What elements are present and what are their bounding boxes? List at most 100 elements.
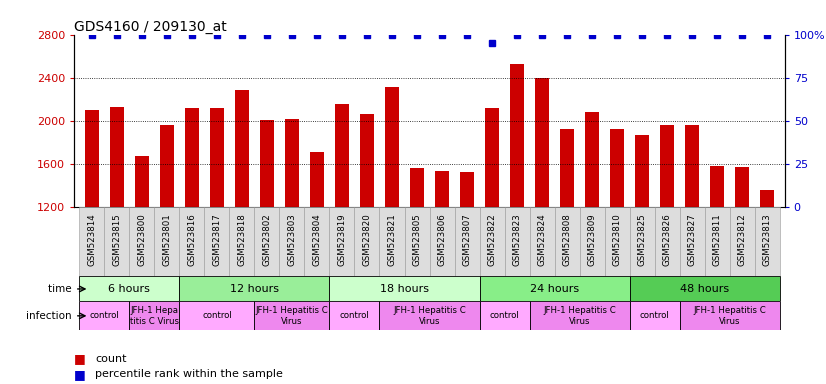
Bar	[510, 64, 524, 207]
Text: ■: ■	[74, 368, 86, 381]
Text: JFH-1 Hepa
titis C Virus: JFH-1 Hepa titis C Virus	[130, 306, 179, 326]
Bar	[254, 301, 330, 330]
Bar	[405, 207, 430, 276]
Text: GSM523805: GSM523805	[412, 213, 421, 266]
Bar	[185, 108, 199, 207]
Bar	[560, 129, 574, 207]
Bar	[686, 125, 699, 207]
Text: GSM523806: GSM523806	[438, 213, 447, 266]
Bar	[480, 301, 529, 330]
Text: JFH-1 Hepatitis C
Virus: JFH-1 Hepatitis C Virus	[693, 306, 766, 326]
Text: control: control	[640, 311, 670, 320]
Bar	[760, 190, 774, 207]
Text: JFH-1 Hepatitis C
Virus: JFH-1 Hepatitis C Virus	[544, 306, 616, 326]
Bar	[230, 207, 254, 276]
Text: GSM523814: GSM523814	[88, 213, 97, 266]
Bar	[135, 156, 149, 207]
Bar	[235, 89, 249, 207]
Bar	[710, 166, 724, 207]
Text: GSM523817: GSM523817	[212, 213, 221, 266]
Bar	[605, 207, 629, 276]
Bar	[285, 119, 299, 207]
Bar	[79, 301, 130, 330]
Text: GSM523816: GSM523816	[188, 213, 197, 266]
Text: GSM523823: GSM523823	[513, 213, 521, 266]
Bar	[735, 167, 749, 207]
Bar	[529, 207, 554, 276]
Text: time: time	[48, 284, 75, 294]
Text: 12 hours: 12 hours	[230, 284, 279, 294]
Bar	[629, 301, 680, 330]
Bar	[680, 301, 780, 330]
Text: GSM523803: GSM523803	[287, 213, 297, 266]
Bar	[635, 135, 649, 207]
Text: GSM523818: GSM523818	[237, 213, 246, 266]
Bar	[130, 207, 154, 276]
Text: GDS4160 / 209130_at: GDS4160 / 209130_at	[74, 20, 227, 33]
Bar	[385, 88, 399, 207]
Text: GSM523809: GSM523809	[587, 213, 596, 265]
Text: JFH-1 Hepatitis C
Virus: JFH-1 Hepatitis C Virus	[393, 306, 466, 326]
Text: GSM523808: GSM523808	[563, 213, 572, 266]
Bar	[79, 276, 179, 301]
Bar	[310, 152, 324, 207]
Bar	[411, 169, 424, 207]
Text: control: control	[202, 311, 232, 320]
Text: GSM523811: GSM523811	[713, 213, 722, 266]
Bar	[330, 207, 354, 276]
Text: 18 hours: 18 hours	[380, 284, 429, 294]
Bar	[179, 276, 330, 301]
Text: GSM523819: GSM523819	[338, 213, 346, 265]
Bar	[130, 301, 179, 330]
Bar	[104, 207, 130, 276]
Text: 24 hours: 24 hours	[530, 284, 579, 294]
Bar	[160, 125, 173, 207]
Text: GSM523826: GSM523826	[662, 213, 672, 266]
Text: GSM523812: GSM523812	[738, 213, 747, 266]
Bar	[705, 207, 729, 276]
Bar	[110, 107, 124, 207]
Bar	[179, 207, 204, 276]
Text: GSM523815: GSM523815	[112, 213, 121, 266]
Bar	[305, 207, 330, 276]
Text: GSM523804: GSM523804	[312, 213, 321, 266]
Bar	[460, 172, 474, 207]
Bar	[655, 207, 680, 276]
Text: GSM523820: GSM523820	[363, 213, 372, 266]
Bar	[204, 207, 230, 276]
Bar	[154, 207, 179, 276]
Text: count: count	[95, 354, 126, 364]
Bar	[660, 125, 674, 207]
Bar	[254, 207, 279, 276]
Bar	[586, 112, 599, 207]
Text: ■: ■	[74, 353, 86, 366]
Bar	[379, 207, 405, 276]
Bar	[454, 207, 480, 276]
Text: JFH-1 Hepatitis C
Virus: JFH-1 Hepatitis C Virus	[255, 306, 328, 326]
Bar	[554, 207, 580, 276]
Text: GSM523822: GSM523822	[487, 213, 496, 266]
Bar	[485, 108, 499, 207]
Text: 6 hours: 6 hours	[108, 284, 150, 294]
Text: GSM523813: GSM523813	[762, 213, 771, 266]
Bar	[755, 207, 780, 276]
Text: GSM523800: GSM523800	[137, 213, 146, 266]
Text: percentile rank within the sample: percentile rank within the sample	[95, 369, 282, 379]
Bar	[330, 276, 480, 301]
Bar	[480, 276, 629, 301]
Text: GSM523827: GSM523827	[688, 213, 696, 266]
Bar	[729, 207, 755, 276]
Text: control: control	[490, 311, 520, 320]
Bar	[360, 114, 374, 207]
Bar	[430, 207, 454, 276]
Text: GSM523825: GSM523825	[638, 213, 647, 266]
Bar	[335, 104, 349, 207]
Bar	[354, 207, 379, 276]
Bar	[279, 207, 305, 276]
Bar	[179, 301, 254, 330]
Bar	[629, 276, 780, 301]
Bar	[210, 108, 224, 207]
Text: GSM523801: GSM523801	[163, 213, 171, 266]
Bar	[79, 207, 104, 276]
Bar	[260, 120, 273, 207]
